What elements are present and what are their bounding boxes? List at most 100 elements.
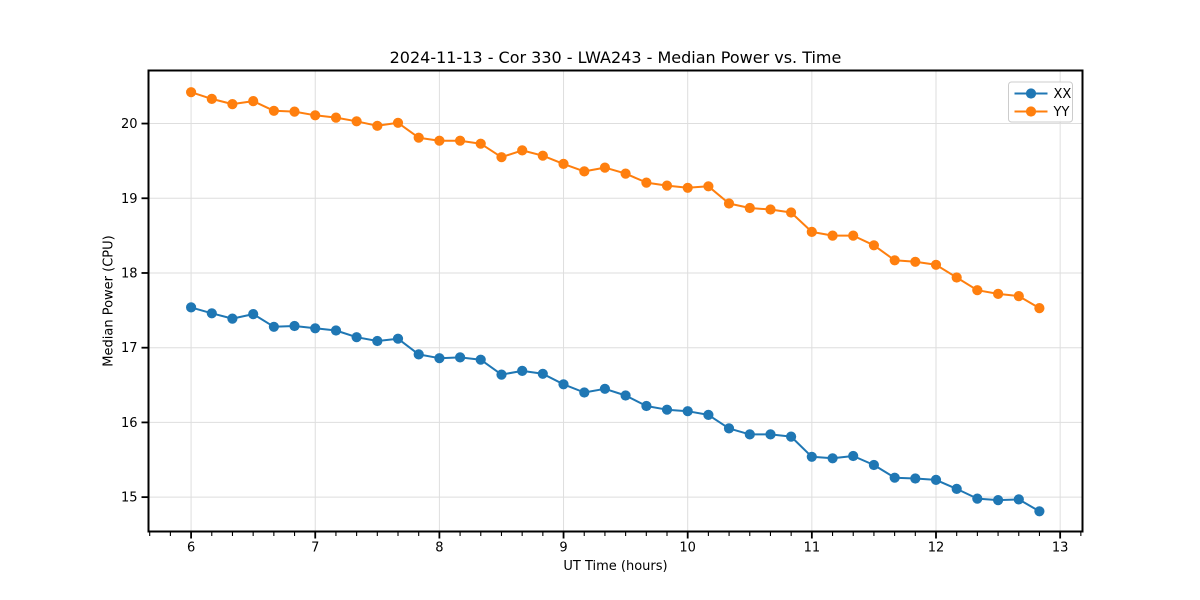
series-YY-marker <box>475 138 486 149</box>
x-tick-label: 11 <box>804 540 821 555</box>
y-tick-label: 19 <box>121 192 138 207</box>
series-YY-marker <box>206 93 217 104</box>
series-XX-marker <box>620 390 631 401</box>
series-XX-marker <box>330 325 342 336</box>
series-XX-marker <box>455 352 466 363</box>
series-XX-marker <box>848 450 859 462</box>
series-YY-marker <box>496 152 507 163</box>
x-tick-label: 13 <box>1052 540 1069 555</box>
series-YY-marker <box>1013 291 1024 302</box>
series-XX-marker <box>786 431 797 442</box>
series-YY-marker <box>910 256 921 267</box>
x-tick-label: 6 <box>187 540 195 555</box>
legend-label-XX: XX <box>1054 87 1072 102</box>
x-tick-label: 7 <box>311 540 319 555</box>
series-YY-marker <box>248 96 259 107</box>
chart-title: 2024-11-13 - Cor 330 - LWA243 - Median P… <box>389 48 842 67</box>
plot-border <box>147 69 1084 533</box>
y-axis-label: Median Power (CPU) <box>101 235 117 367</box>
y-tick-label: 15 <box>121 491 138 506</box>
series-XX-marker <box>951 483 962 494</box>
series-XX-marker <box>186 302 197 313</box>
series-XX-marker <box>372 335 383 347</box>
series-XX-marker <box>661 404 673 415</box>
x-tick-label: 8 <box>435 540 443 555</box>
series-YY-marker <box>558 158 569 169</box>
series-YY-marker <box>579 166 590 177</box>
series-XX-marker <box>579 387 590 398</box>
series-YY-marker <box>868 240 880 251</box>
series-XX-marker <box>351 332 362 343</box>
legend-label-YY: YY <box>1053 105 1070 120</box>
series-XX-marker <box>641 400 652 412</box>
series-XX-marker <box>413 349 424 360</box>
series-YY-marker <box>723 198 735 209</box>
series-YY-marker <box>434 135 445 146</box>
series-YY-marker <box>661 180 673 191</box>
series-XX-marker <box>889 472 900 483</box>
series-YY-marker <box>186 87 197 98</box>
series-YY-marker <box>227 99 238 110</box>
series-XX-marker <box>599 383 611 394</box>
x-tick-label: 12 <box>928 540 945 555</box>
series-YY-marker <box>372 120 383 131</box>
series-YY-marker <box>268 105 279 116</box>
legend-marker-YY <box>1025 106 1037 117</box>
series-XX-marker <box>434 353 445 364</box>
series-XX-marker <box>537 368 548 379</box>
series-XX-marker <box>558 379 569 390</box>
series-XX-marker <box>765 429 776 440</box>
series-XX-marker <box>993 495 1004 506</box>
series-XX-marker <box>248 309 259 320</box>
series-XX-marker <box>392 333 404 344</box>
series-XX-marker <box>475 354 486 365</box>
series-YY-marker <box>1034 303 1045 314</box>
series-YY-marker <box>951 272 962 283</box>
series-YY-marker <box>972 285 983 296</box>
y-tick-label: 18 <box>121 266 138 281</box>
x-tick-label: 10 <box>679 540 696 555</box>
y-tick-label: 16 <box>121 416 138 431</box>
series-XX-marker <box>517 365 528 376</box>
series-XX-marker <box>806 451 817 462</box>
series-YY-marker <box>848 230 859 241</box>
series-YY-marker <box>413 132 424 143</box>
series-YY-marker <box>517 145 528 156</box>
series-YY-marker <box>599 162 611 173</box>
series-YY-marker <box>703 181 714 192</box>
series-YY-marker <box>889 255 900 266</box>
series-XX-marker <box>268 321 279 332</box>
series-XX-marker <box>1013 494 1024 505</box>
series-XX-marker <box>206 308 217 319</box>
legend-marker-XX <box>1025 88 1037 99</box>
series-YY-line <box>190 91 1040 309</box>
series-XX-marker <box>723 423 735 434</box>
series-YY-marker <box>827 230 838 241</box>
y-tick-label: 17 <box>121 341 138 356</box>
series-YY-marker <box>641 177 652 188</box>
series-XX-marker <box>930 474 942 485</box>
series-XX-marker <box>496 369 507 380</box>
series-YY-marker <box>289 106 300 117</box>
series-XX-marker <box>682 406 693 417</box>
series-YY-marker <box>455 135 466 146</box>
series-YY-marker <box>930 259 942 270</box>
series-XX-marker <box>703 409 714 420</box>
series-YY-marker <box>310 110 321 121</box>
series-XX-marker <box>868 459 880 471</box>
series-YY-marker <box>351 116 362 127</box>
series-YY-marker <box>744 202 755 214</box>
series-XX-marker <box>827 453 838 464</box>
series-YY-marker <box>620 168 631 179</box>
series-XX-marker <box>972 493 983 504</box>
series-YY-marker <box>765 204 776 215</box>
series-YY-marker <box>786 207 797 218</box>
series-XX-marker <box>744 429 755 440</box>
series-XX-marker <box>310 323 321 334</box>
y-tick-label: 20 <box>121 117 138 132</box>
series-YY-marker <box>392 117 404 128</box>
series-XX-marker <box>227 313 238 324</box>
series-YY-marker <box>330 112 342 123</box>
